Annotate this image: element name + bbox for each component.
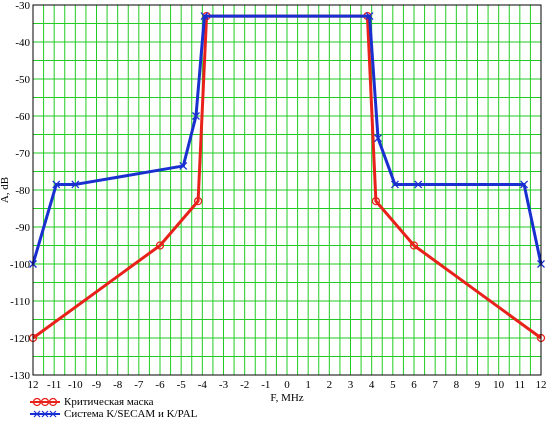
data-point (520, 180, 529, 189)
legend-label: Система K/SECAM и K/PAL (64, 408, 198, 420)
y-tick-label: -90 (15, 222, 30, 234)
x-tick-label: -8 (113, 379, 123, 391)
x-tick-label: -7 (134, 379, 144, 391)
x-tick-label: -5 (177, 379, 187, 391)
x-tick-label: 3 (348, 379, 354, 391)
y-tick-label: -30 (15, 0, 30, 12)
x-tick-label: -9 (92, 379, 102, 391)
x-tick-label: 4 (369, 379, 375, 391)
x-tick-label: -1 (261, 379, 270, 391)
x-tick-label: 1 (305, 379, 311, 391)
data-point (414, 180, 423, 189)
x-tick-label: 7 (432, 379, 438, 391)
data-point (365, 12, 374, 21)
x-tick-label: 9 (475, 379, 481, 391)
x-tick-label: 8 (454, 379, 460, 391)
data-point (390, 180, 399, 189)
y-tick-label: -80 (15, 185, 30, 197)
x-tick-label: -2 (240, 379, 249, 391)
data-point (52, 180, 61, 189)
series-line (31, 14, 543, 265)
data-point (192, 112, 200, 120)
x-tick-label: -4 (198, 379, 208, 391)
y-tick-label: -120 (10, 333, 31, 345)
x-tick-label: 2 (327, 379, 333, 391)
x-tick-label: 11 (515, 379, 526, 391)
data-point (155, 241, 165, 250)
legend-entry-1: Система K/SECAM и K/PAL (30, 408, 197, 420)
x-tick-label: -10 (68, 379, 83, 391)
legend: Критическая маска Система K/SECAM и K/PA… (30, 396, 197, 420)
y-tick-label: -130 (10, 370, 31, 382)
y-axis-label: A, dB (0, 177, 11, 203)
y-tick-label: -70 (15, 148, 30, 160)
x-tick-label: -3 (219, 379, 229, 391)
x-tick-label: 0 (284, 379, 290, 391)
legend-swatch-cross-icon (30, 410, 60, 418)
plot-frame (32, 4, 542, 376)
y-tick-label: -110 (10, 296, 30, 308)
data-point (371, 196, 381, 206)
y-tick-label: -60 (15, 111, 30, 123)
data-point (200, 12, 209, 21)
data-point (179, 161, 188, 170)
x-tick-label: 12 (536, 379, 547, 391)
x-tick-label: 12 (28, 379, 39, 391)
y-tick-label: -50 (15, 74, 30, 86)
data-point (193, 196, 203, 206)
x-tick-label: 5 (390, 379, 396, 391)
legend-entry-0: Критическая маска (30, 396, 197, 408)
y-tick-label: -100 (10, 259, 31, 271)
data-point (374, 134, 382, 143)
data-point (71, 180, 80, 189)
x-axis-label: F, MHz (270, 392, 303, 404)
grid (32, 4, 542, 376)
legend-swatch-circle-icon (30, 397, 60, 407)
legend-label: Критическая маска (64, 396, 154, 408)
series-layer (28, 11, 546, 343)
data-point (409, 241, 419, 250)
x-tick-label: -11 (47, 379, 61, 391)
x-tick-label: -6 (155, 379, 165, 391)
x-tick-label: 6 (411, 379, 417, 391)
tick-labels: 12 -11 -10 -9 -8 -7 -6 -5 -4 -3 -2 -1 0 1 2 3 4 5 6 7 8 9 10 11… (10, 0, 547, 391)
x-tick-label: 10 (493, 379, 505, 391)
y-tick-label: -40 (15, 37, 30, 49)
